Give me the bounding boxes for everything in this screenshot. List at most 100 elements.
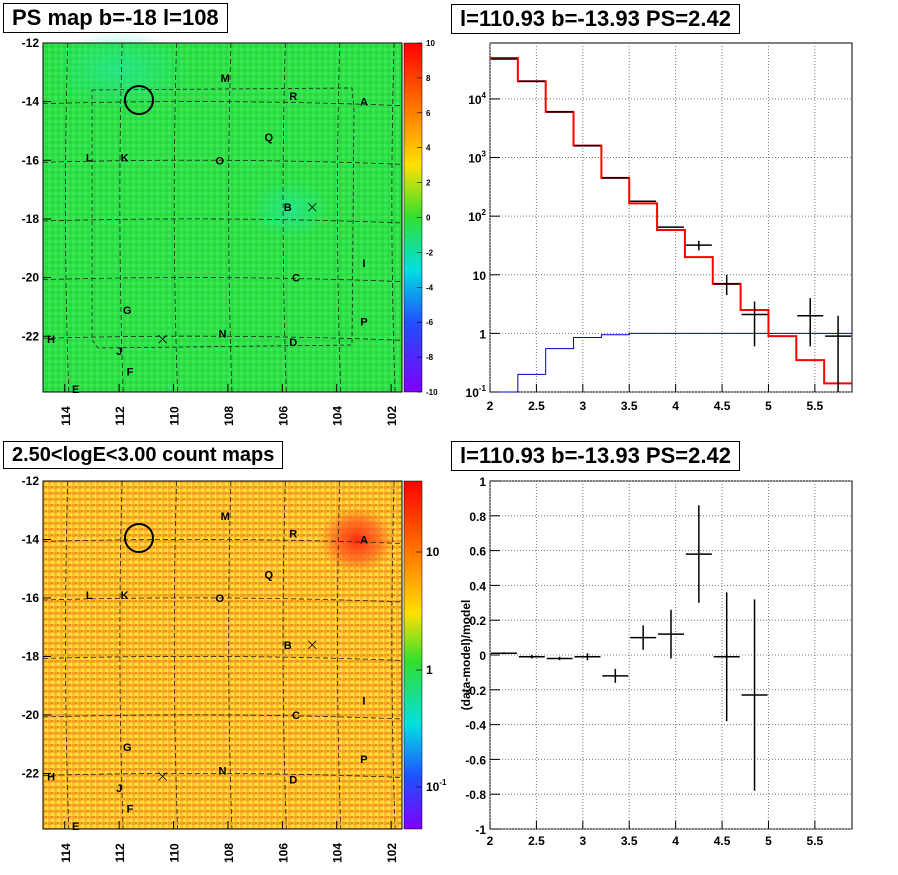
source-label-P: P <box>360 754 367 766</box>
grid-line-b <box>42 655 403 661</box>
source-label-C: C <box>292 710 300 722</box>
y-tick-label: -0.6 <box>465 753 486 767</box>
residual-title: l=110.93 b=-13.93 PS=2.42 <box>451 441 740 471</box>
spectrum-marks <box>490 56 852 393</box>
source-label-I: I <box>362 695 365 707</box>
y-tick-label: 1 <box>479 327 486 341</box>
x-tick-label: 5 <box>765 399 772 413</box>
source-label-K: K <box>121 152 129 164</box>
colorbar-tick-label: -6 <box>426 318 434 327</box>
ps-map-cyan-patch <box>50 30 190 110</box>
y-tick-label: -0.8 <box>465 788 486 802</box>
spectrum-frame <box>489 42 853 393</box>
x-tick-label: 104 <box>331 406 345 426</box>
y-tick-label: 103 <box>468 150 486 166</box>
ps-map-target-circle <box>124 85 154 115</box>
x-tick-label: 102 <box>385 843 399 863</box>
x-tick-label: 4.5 <box>714 399 731 413</box>
spectrum-title: l=110.93 b=-13.93 PS=2.42 <box>451 4 740 34</box>
x-tick-label: 106 <box>276 843 290 863</box>
y-tick-label: -14 <box>22 532 40 546</box>
colorbar-tick-label: -4 <box>426 283 434 292</box>
grid-line-b <box>42 335 403 341</box>
source-label-P: P <box>360 317 367 329</box>
source-label-N: N <box>219 766 227 778</box>
grid-line-b <box>42 597 403 603</box>
y-tick-label: -16 <box>22 591 40 605</box>
count-map-hotspot <box>319 506 395 574</box>
count-map-ticks: 114 112 110 108 106 104 102 -12 -14 -16 -18 -20 -22 <box>22 474 399 863</box>
y-tick-label: -22 <box>22 329 40 343</box>
ps-map-coordinate-grid <box>42 42 403 393</box>
colorbar-tick-label: 10 <box>426 39 435 48</box>
colorbar-tick-label: 2 <box>426 179 431 188</box>
ps-map-region-outline <box>91 87 355 349</box>
grid-line-b <box>42 101 403 107</box>
grid-line-b <box>42 218 403 224</box>
y-tick-label: 10 <box>473 269 487 283</box>
source-cross <box>158 334 167 344</box>
x-tick-label: 4.5 <box>714 834 731 848</box>
y-tick-label: -12 <box>22 474 40 488</box>
colorbar-tick-label: 0 <box>426 214 431 223</box>
source-label-C: C <box>292 273 300 285</box>
source-label-R: R <box>289 529 297 541</box>
grid-line-b <box>42 772 403 778</box>
source-label-A: A <box>360 534 368 546</box>
x-tick-label: 2 <box>487 399 494 413</box>
residual-grid <box>489 480 852 830</box>
source-label-O: O <box>215 155 224 167</box>
source-label-L: L <box>86 590 93 602</box>
source-label-Q: Q <box>264 132 273 144</box>
y-tick-label: 1 <box>479 475 486 489</box>
x-tick-label: 110 <box>168 406 182 426</box>
source-label-E: E <box>72 384 79 396</box>
source-label-H: H <box>47 771 55 783</box>
colorbar-tick-label: -8 <box>426 353 434 362</box>
x-tick-label: 108 <box>222 843 236 863</box>
y-tick-label: 0.2 <box>469 614 486 628</box>
x-tick-label: 114 <box>59 843 73 863</box>
spectrum-grid <box>489 43 852 393</box>
source-label-H: H <box>47 334 55 346</box>
source-label-G: G <box>123 305 132 317</box>
x-tick-label: 2 <box>487 834 494 848</box>
y-tick-label: 0.8 <box>469 510 486 524</box>
ps-map-cyan-patch-2 <box>250 180 330 240</box>
y-tick-label: 0 <box>479 649 486 663</box>
x-tick-label: 5 <box>765 834 772 848</box>
source-cross <box>158 772 167 781</box>
y-tick-label: 0.6 <box>469 545 486 559</box>
x-tick-label: 114 <box>59 406 73 426</box>
colorbar-tick-label: 10-1 <box>426 778 447 794</box>
source-label-N: N <box>219 328 227 340</box>
source-cross <box>307 640 317 650</box>
count-map-frame <box>42 480 403 830</box>
grid-line-b <box>42 539 403 544</box>
ps-map-frame <box>42 42 403 393</box>
y-tick-label: -0.2 <box>465 684 486 698</box>
y-tick-label: 0.4 <box>469 579 486 593</box>
count-map-title: 2.50<logE<3.00 count maps <box>3 441 284 469</box>
x-tick-label: 5.5 <box>807 834 824 848</box>
x-tick-label: 108 <box>222 406 236 426</box>
residual-y-axis-label: (data-model)/model <box>459 600 473 711</box>
ps-map-colorbar-ticks: 10 8 6 4 2 0 -2 -4 -6 -8 -10 <box>417 39 438 397</box>
x-tick-label: 5.5 <box>807 399 824 413</box>
source-label-L: L <box>86 152 93 164</box>
x-tick-label: 3 <box>579 399 586 413</box>
y-tick-label: -12 <box>22 36 40 50</box>
source-label-J: J <box>116 783 122 795</box>
y-tick-label: -1 <box>475 823 486 837</box>
x-tick-label: 3.5 <box>621 399 638 413</box>
residual-panel: 2 2.5 3 3.5 4 4.5 5 5.5 1 0.8 0.6 0.4 0.2 0 -0.2 -0.4 -0… <box>459 475 853 848</box>
count-map-coordinate-grid <box>42 480 403 830</box>
y-tick-label: -14 <box>22 95 40 109</box>
source-label-B: B <box>284 640 292 652</box>
y-tick-label: 10-1 <box>466 384 487 400</box>
grid-line-b <box>42 714 403 720</box>
source-label-J: J <box>116 346 122 358</box>
